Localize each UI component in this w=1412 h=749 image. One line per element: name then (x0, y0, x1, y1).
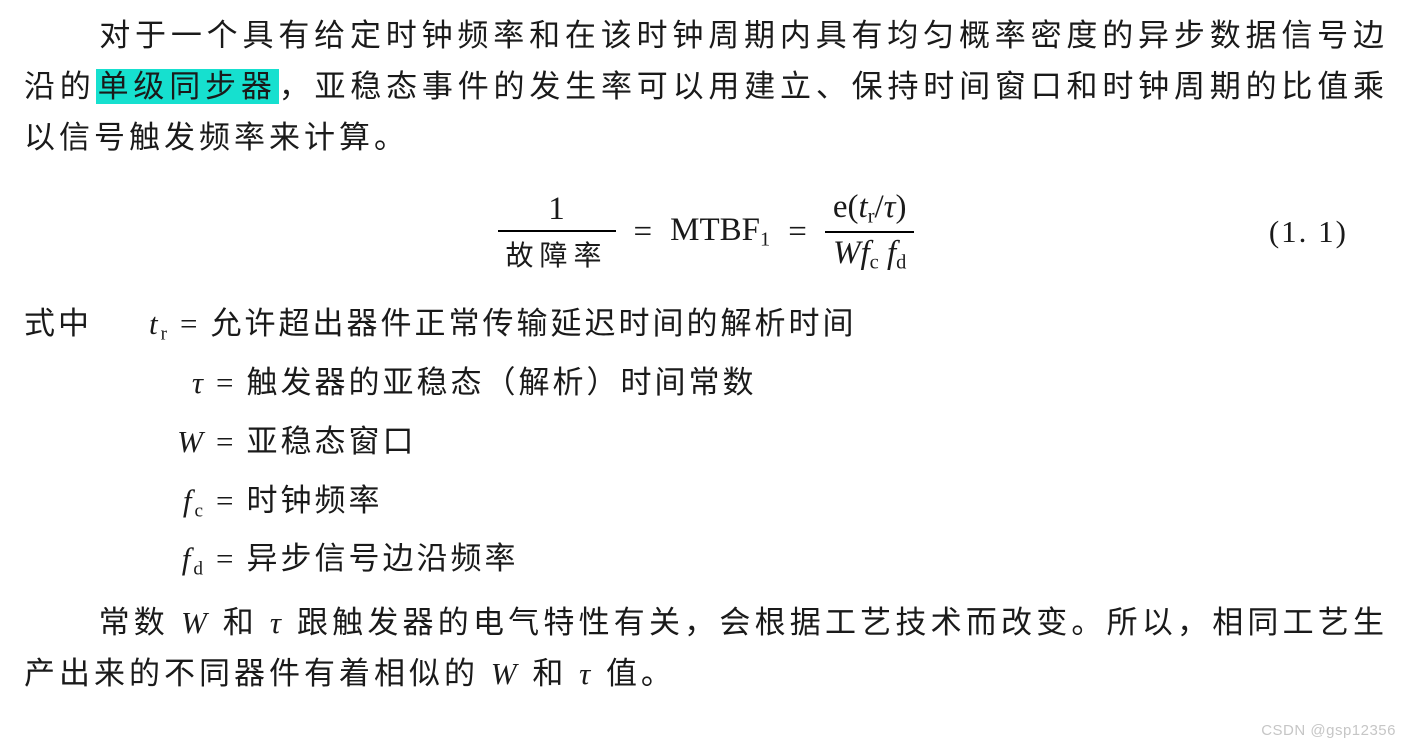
def-eq-1: = (216, 354, 236, 413)
rhs-fraction: e(tr/τ) Wfc fd (825, 187, 915, 276)
def-sym-3: fc (152, 472, 206, 531)
p2-seg2: 和 (211, 605, 270, 640)
p2-W2: W (491, 656, 521, 691)
rhs-numerator: e(tr/τ) (825, 187, 915, 231)
equals-1: = (634, 214, 653, 251)
p2-seg5: 值。 (594, 656, 676, 691)
paragraph-1: 对于一个具有给定时钟频率和在该时钟周期内具有均匀概率密度的异步数据信号边沿的单级… (24, 10, 1388, 163)
rhs-den-f2: f (887, 235, 896, 271)
equation-row: 1 故障率 = MTBF1 = e(tr/τ) Wfc fd (1. 1) (24, 187, 1388, 276)
def-sym-4: fd (152, 530, 206, 589)
mtbf-text: MTBF (670, 212, 760, 248)
rhs-den-f1: f (860, 235, 869, 271)
rhs-den-W: W (833, 235, 861, 271)
def-sym-1: τ (152, 354, 206, 413)
rhs-num-slash: / (875, 189, 884, 225)
rhs-num-tau: τ (884, 189, 896, 225)
rhs-num-t-sub: r (868, 206, 875, 228)
def-line-4: fd=异步信号边沿频率 (152, 530, 1388, 589)
lhs-numerator: 1 (540, 189, 573, 230)
def-sym-0: tr (116, 295, 170, 354)
mtbf-term: MTBF1 (670, 212, 770, 252)
def-eq-4: = (216, 530, 236, 589)
def-eq-3: = (216, 472, 236, 531)
def-sym-2: W (152, 413, 206, 472)
def-text-1: 触发器的亚稳态（解析）时间常数 (246, 354, 756, 413)
def-text-4: 异步信号边沿频率 (246, 530, 518, 589)
def-line-2: W=亚稳态窗口 (152, 413, 1388, 472)
def-eq-0: = (180, 306, 200, 341)
def-text-3: 时钟频率 (246, 472, 382, 531)
p2-tau: τ (270, 605, 285, 640)
rhs-num-post: ) (895, 189, 906, 225)
mtbf-sub: 1 (760, 229, 770, 251)
lhs-fraction: 1 故障率 (498, 189, 616, 276)
p2-seg1: 常数 (98, 605, 181, 640)
equation-number: (1. 1) (1269, 214, 1348, 250)
def-line-0: tr = 允许超出器件正常传输延迟时间的解析时间 (116, 295, 856, 354)
rhs-num-t: t (859, 189, 868, 225)
definitions-block: 式中 tr=允许超出器件正常传输延迟时间的解析时间 τ=触发器的亚稳态（解析）时… (24, 295, 1388, 589)
defs-lead: 式中 (24, 295, 92, 354)
equals-2: = (788, 214, 807, 251)
def-text-0: 允许超出器件正常传输延迟时间的解析时间 (210, 306, 856, 341)
paragraph-2: 常数 W 和 τ 跟触发器的电气特性有关，会根据工艺技术而改变。所以，相同工艺生… (24, 597, 1388, 699)
highlighted-term: 单级同步器 (96, 69, 279, 104)
rhs-den-f1-sub: c (870, 252, 879, 274)
rhs-num-pre: e( (833, 189, 859, 225)
def-line-1: τ=触发器的亚稳态（解析）时间常数 (152, 354, 1388, 413)
watermark: CSDN @gsp12356 (1261, 722, 1396, 739)
rhs-denominator: Wfc fd (825, 233, 914, 277)
def-eq-2: = (216, 413, 236, 472)
def-text-2: 亚稳态窗口 (246, 413, 416, 472)
document-page: 对于一个具有给定时钟频率和在该时钟周期内具有均匀概率密度的异步数据信号边沿的单级… (0, 0, 1412, 700)
equation-1-1: 1 故障率 = MTBF1 = e(tr/τ) Wfc fd (498, 187, 915, 276)
p2-seg4: 和 (521, 656, 580, 691)
rhs-den-f2-sub: d (896, 252, 906, 274)
def-line-3: fc=时钟频率 (152, 472, 1388, 531)
lhs-denominator: 故障率 (498, 232, 616, 276)
p2-tau2: τ (579, 656, 594, 691)
definitions-head: 式中 tr = 允许超出器件正常传输延迟时间的解析时间 (24, 295, 1388, 354)
p2-W: W (181, 605, 211, 640)
